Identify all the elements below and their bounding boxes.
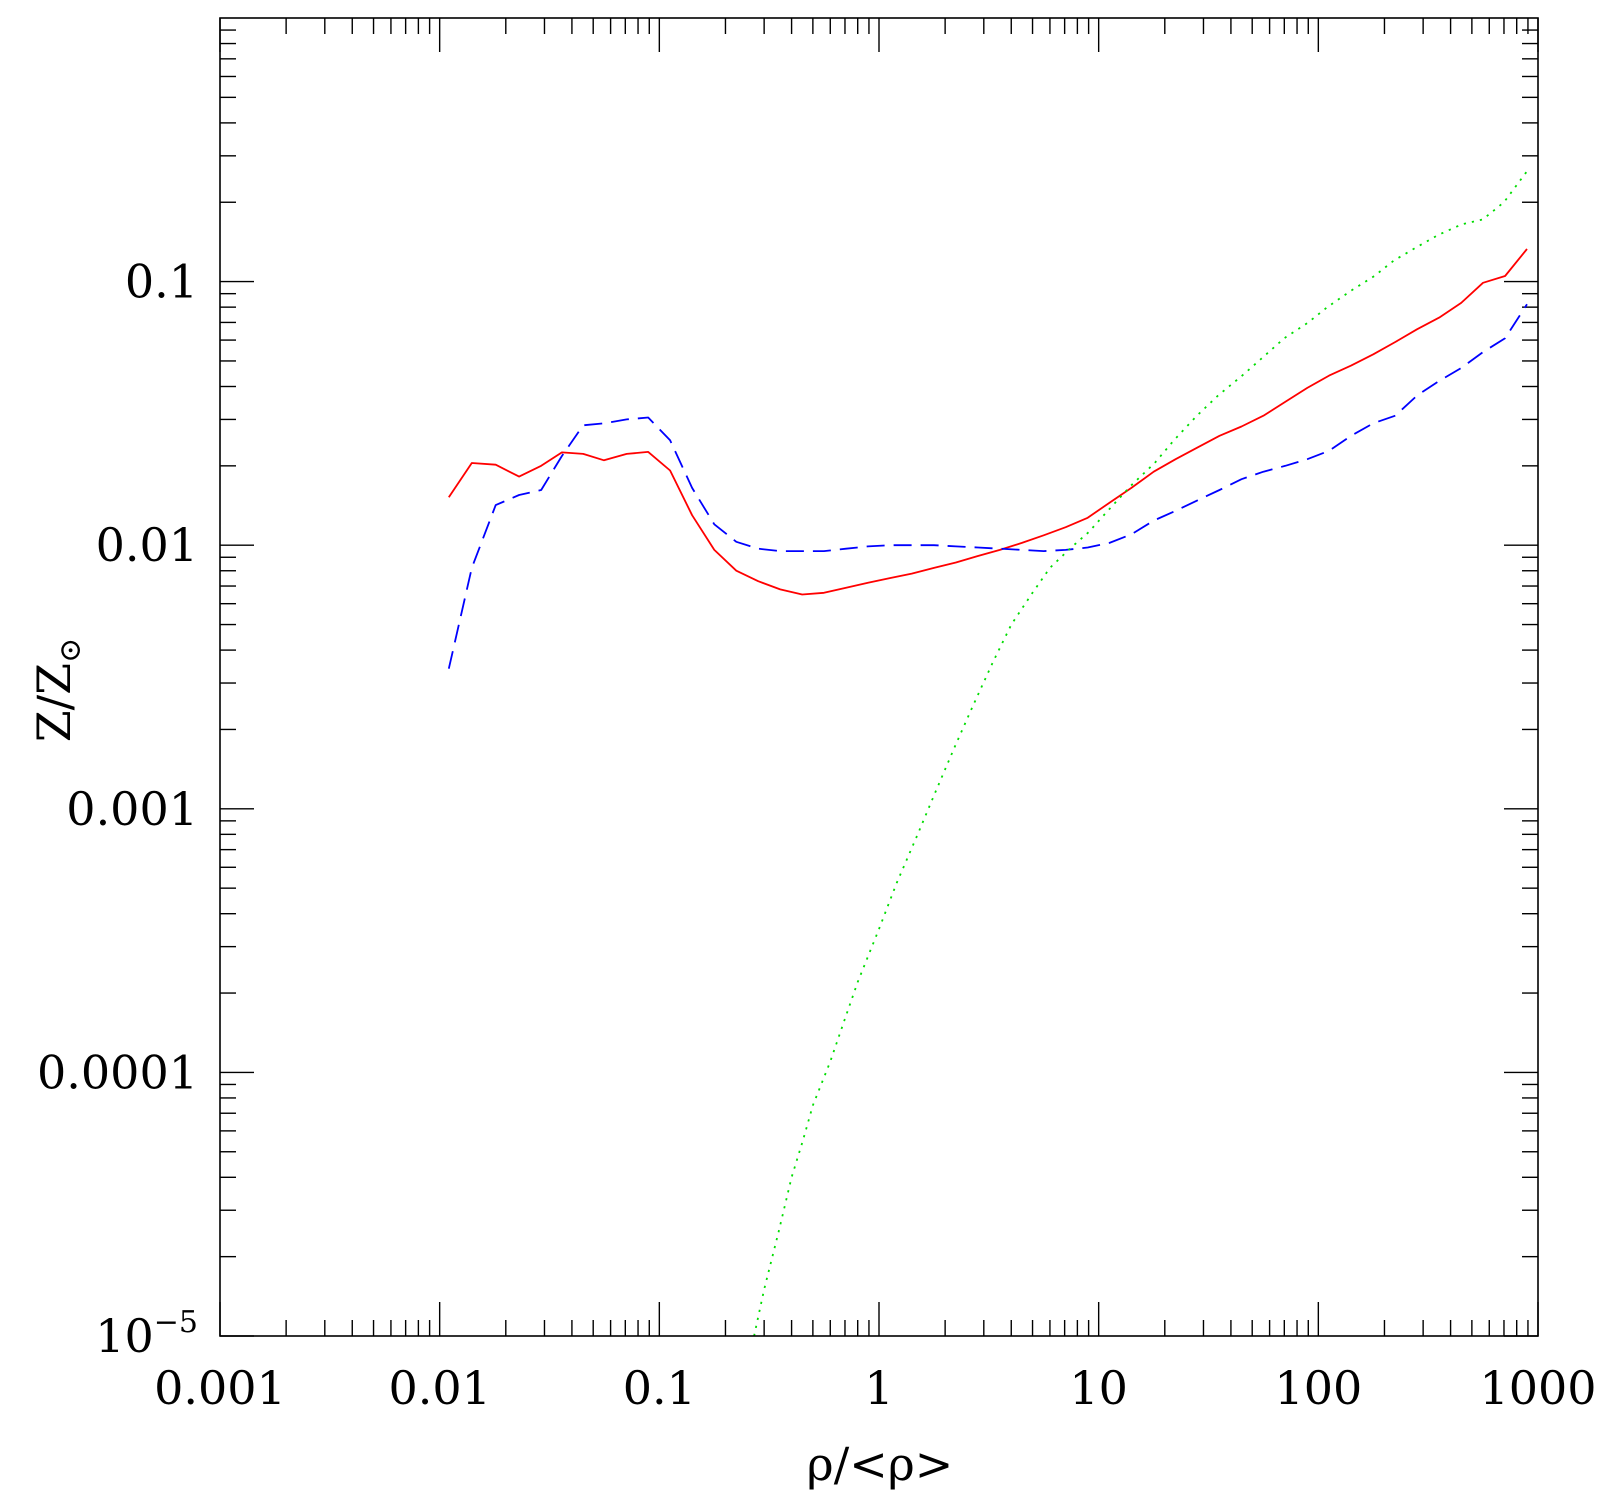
series-line-2 xyxy=(447,303,1528,669)
x-tick-label: 0.01 xyxy=(388,1361,490,1415)
y-tick-label-exponent: −5 xyxy=(154,1305,198,1340)
tick-labels-layer: 0.001 0.01 0.1 1 10 100 100010−50.00010.0010.0… xyxy=(37,255,1597,1415)
y-tick-label: 0.001 xyxy=(66,782,198,836)
y-tick-label: 0.0001 xyxy=(37,1045,198,1099)
y-tick-label-base: 10 xyxy=(95,1309,154,1363)
ticks-layer xyxy=(219,18,1539,1337)
y-tick-label: 0.01 xyxy=(96,518,198,572)
plot-frame xyxy=(219,17,1539,1337)
y-axis-label-group: Z/Z⊙ xyxy=(27,638,88,743)
y-axis-label-subscript: ⊙ xyxy=(53,638,88,663)
x-tick-label: 1000 xyxy=(1479,1361,1596,1415)
x-tick-label: 10 xyxy=(1069,1361,1128,1415)
x-tick-label: 0.001 xyxy=(154,1361,286,1415)
y-axis-label-main: Z/Z xyxy=(27,663,81,742)
series-line-3 xyxy=(753,169,1529,1337)
y-tick-label: 10−5 xyxy=(95,1305,198,1363)
series-layer xyxy=(447,169,1529,1337)
series-line-1 xyxy=(448,248,1528,596)
y-axis-label: Z/Z⊙ xyxy=(27,638,88,743)
y-tick-label: 0.1 xyxy=(125,255,198,309)
x-axis-label: ρ/<ρ> xyxy=(807,1437,954,1491)
x-tick-label: 1 xyxy=(864,1361,893,1415)
x-tick-label: 100 xyxy=(1274,1361,1362,1415)
x-tick-label: 0.1 xyxy=(623,1361,696,1415)
